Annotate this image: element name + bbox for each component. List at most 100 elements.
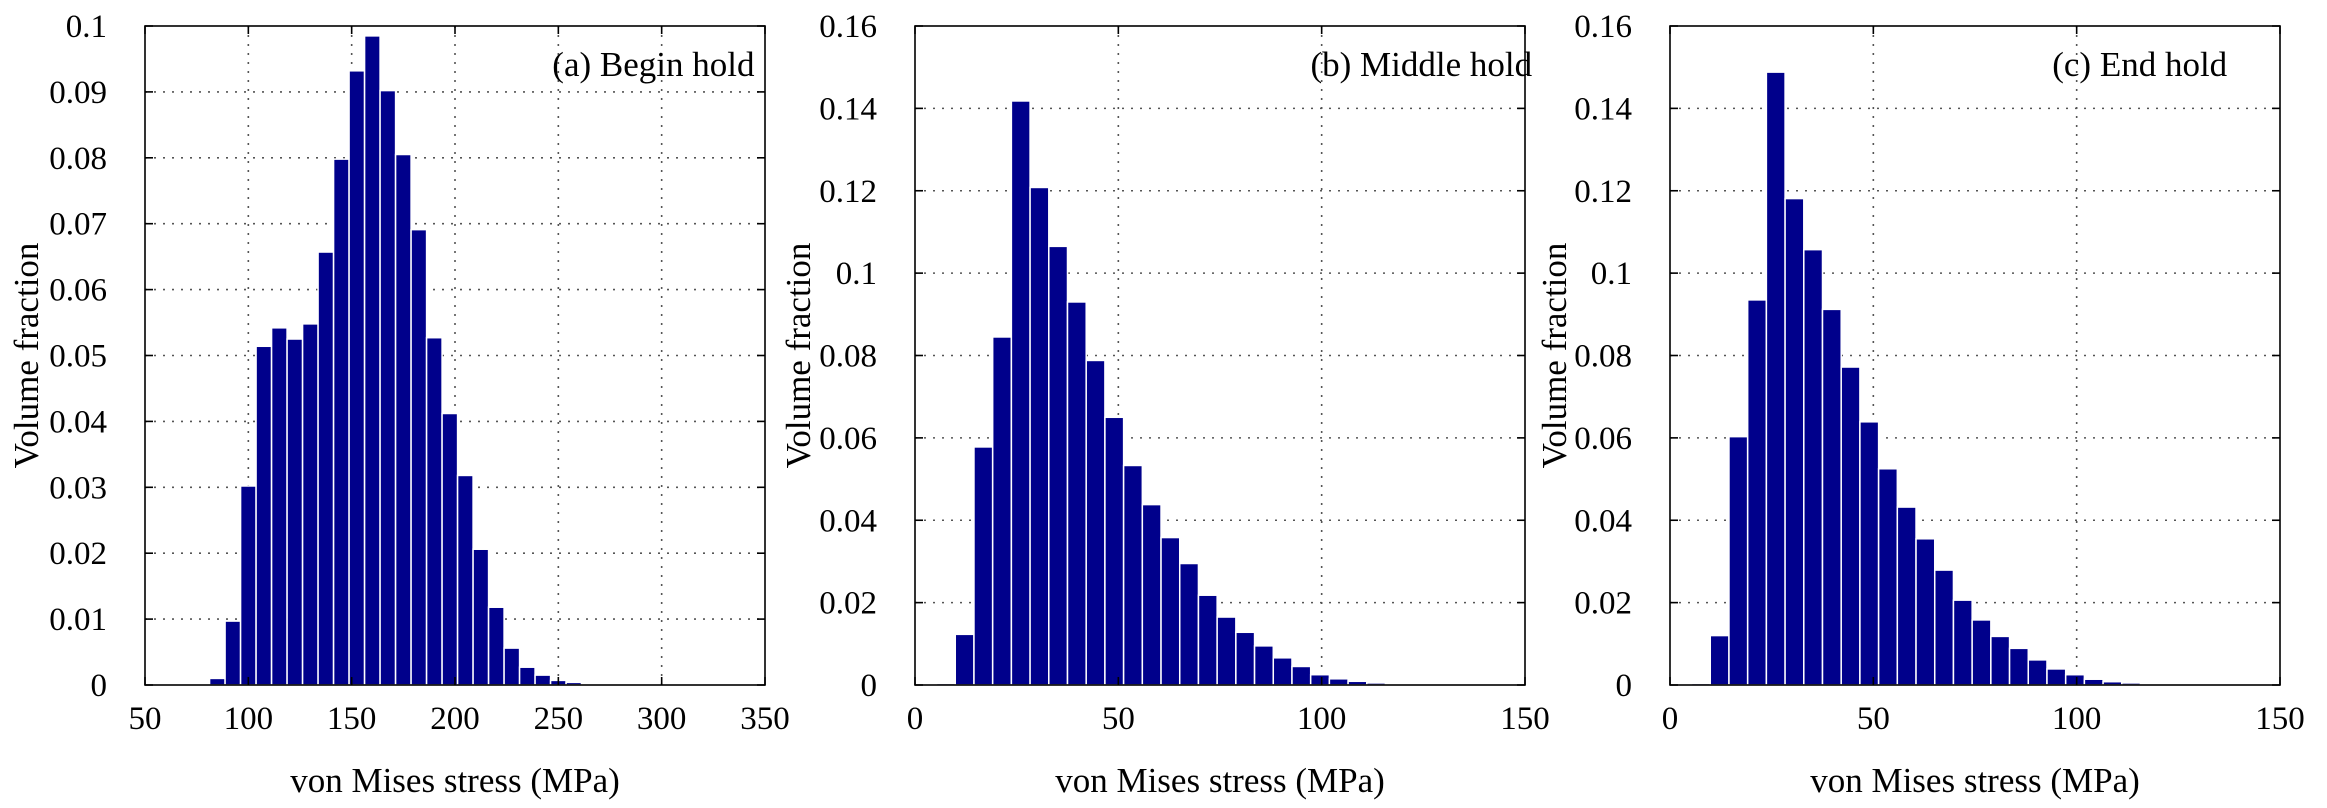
histogram-bar	[504, 648, 520, 685]
histogram-bar	[2010, 648, 2029, 685]
histogram-bar	[225, 621, 241, 685]
y-tick-label: 0.06	[1574, 421, 1632, 457]
x-tick-label: 0	[1662, 701, 1679, 737]
histogram-bar	[1180, 563, 1199, 685]
histogram-bar	[1030, 187, 1049, 685]
histogram-bar	[241, 486, 256, 685]
x-tick-label: 50	[1102, 701, 1135, 737]
x-tick-label: 100	[2052, 701, 2102, 737]
histogram-bar	[272, 328, 288, 685]
histogram-bar	[974, 447, 993, 685]
y-tick-label: 0.04	[1574, 503, 1632, 539]
y-tick-label: 0	[91, 668, 108, 704]
histogram-bar	[1142, 505, 1161, 685]
y-tick-label: 0.01	[49, 602, 107, 638]
histogram-bar	[2066, 675, 2085, 685]
y-tick-label: 0.16	[1574, 9, 1632, 45]
y-tick-label: 0.02	[49, 536, 107, 572]
y-tick-label: 0.04	[819, 503, 877, 539]
histogram-bar	[1916, 539, 1935, 685]
y-tick-label: 0.12	[1574, 174, 1632, 210]
x-axis-label: von Mises stress (MPa)	[1055, 761, 1385, 800]
y-tick-label: 0.03	[49, 470, 107, 506]
x-tick-label: 0	[907, 701, 924, 737]
x-tick-label: 300	[637, 701, 687, 737]
histogram-bar	[1049, 246, 1068, 685]
y-tick-label: 0.08	[49, 141, 107, 177]
histogram-bar	[1198, 595, 1217, 685]
histogram-bar	[1161, 538, 1180, 685]
histogram-bar	[1329, 679, 1348, 685]
panel-annotation: (a) Begin hold	[552, 45, 755, 84]
histogram-bar	[1785, 199, 1804, 685]
histogram-bar	[1860, 422, 1879, 685]
y-tick-label: 0.06	[819, 421, 877, 457]
histogram-bar	[473, 549, 489, 685]
histogram-bar	[955, 634, 974, 685]
histogram-bar	[1972, 620, 1991, 685]
histogram-bar	[396, 155, 412, 685]
y-tick-label: 0.02	[819, 586, 877, 622]
y-tick-label: 0.06	[49, 273, 107, 309]
panel-annotation: (c) End hold	[2052, 45, 2227, 84]
histogram-bar	[1217, 617, 1236, 685]
x-tick-label: 50	[1857, 701, 1890, 737]
histogram-bar	[380, 91, 396, 685]
y-tick-label: 0.08	[1574, 339, 1632, 375]
y-tick-label: 0.1	[836, 256, 877, 292]
histogram-bar	[318, 252, 334, 685]
histogram-bar	[2047, 669, 2066, 685]
y-tick-label: 0	[861, 668, 878, 704]
histogram-bar	[1068, 302, 1087, 685]
histogram-bar	[1086, 360, 1105, 685]
y-tick-label: 0.08	[819, 339, 877, 375]
y-tick-label: 0.12	[819, 174, 877, 210]
histogram-bar	[1766, 72, 1785, 685]
histogram-bar	[520, 667, 536, 685]
y-tick-label: 0.09	[49, 75, 107, 111]
histogram-bar	[1804, 250, 1823, 685]
histogram-bar	[349, 71, 365, 685]
x-tick-label: 200	[430, 701, 480, 737]
x-tick-label: 250	[534, 701, 584, 737]
histogram-bar	[1710, 636, 1729, 685]
y-tick-label: 0.04	[49, 404, 107, 440]
x-tick-label: 150	[1500, 701, 1550, 737]
histogram-bar	[1011, 101, 1030, 685]
histogram-bar	[1841, 367, 1860, 685]
histogram-bar	[1879, 469, 1898, 685]
y-axis-label: Volume fraction	[1535, 243, 1574, 469]
histogram-bar	[1935, 570, 1954, 685]
y-tick-label: 0	[1616, 668, 1633, 704]
histogram-bar	[442, 413, 458, 685]
x-axis-label: von Mises stress (MPa)	[1810, 761, 2140, 800]
histogram-bar	[411, 230, 427, 685]
histogram-bar	[1124, 465, 1143, 685]
histogram-bar	[210, 678, 226, 685]
histogram-bar	[1897, 507, 1916, 685]
y-axis-label: Volume fraction	[779, 243, 818, 469]
y-tick-label: 0.05	[49, 339, 107, 375]
histogram-bar	[535, 675, 551, 685]
y-tick-label: 0.07	[49, 207, 107, 243]
histogram-bar	[993, 337, 1012, 685]
histogram-bar	[1311, 675, 1330, 685]
histogram-bar	[1292, 666, 1311, 685]
histogram-bar	[1729, 437, 1748, 685]
histogram-bar	[1236, 632, 1255, 685]
y-tick-label: 0.02	[1574, 586, 1632, 622]
histogram-bar	[1823, 309, 1842, 685]
histogram-bar	[256, 346, 272, 685]
histogram-bar	[1105, 417, 1124, 685]
histogram-bar	[1991, 636, 2010, 685]
histogram-bar	[1273, 658, 1292, 685]
panel-annotation: (b) Middle hold	[1310, 45, 1532, 84]
histogram-bar	[1953, 600, 1972, 685]
y-tick-label: 0.16	[819, 9, 877, 45]
y-tick-label: 0.14	[1574, 91, 1632, 127]
x-tick-label: 50	[129, 701, 162, 737]
